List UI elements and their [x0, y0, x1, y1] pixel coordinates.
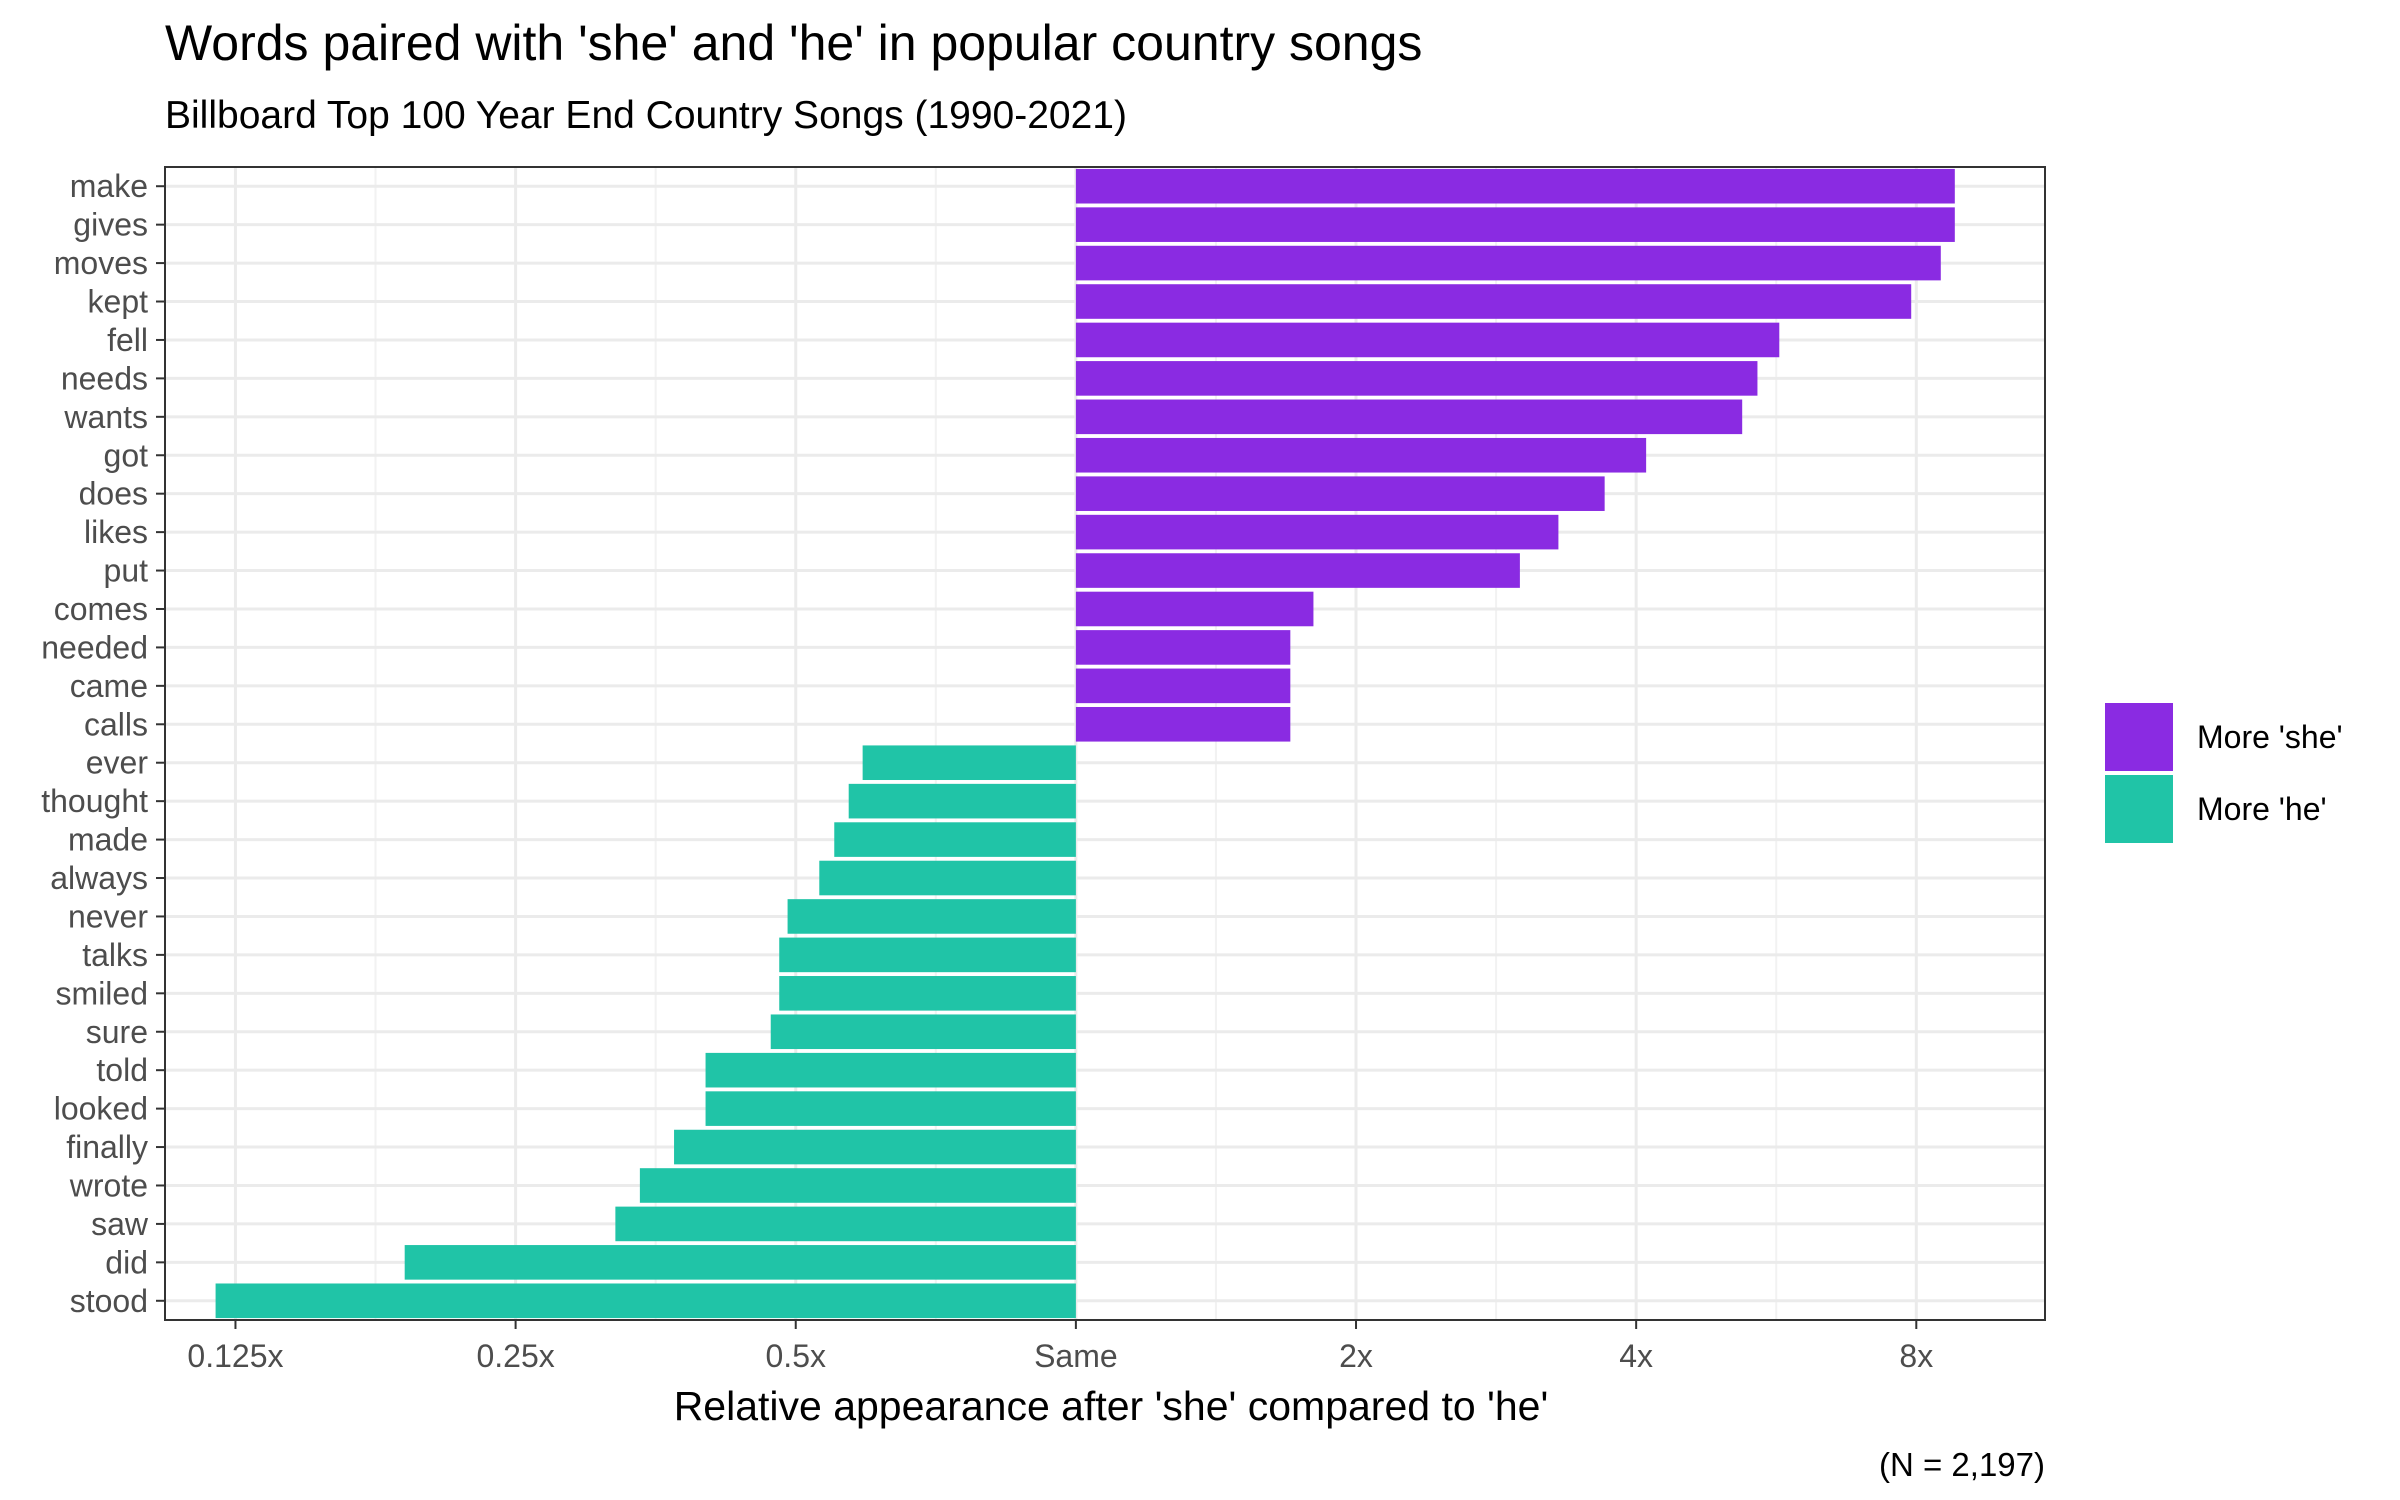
y-tick-label: never — [68, 898, 148, 934]
bar-stood — [215, 1283, 1076, 1319]
y-tick-label: likes — [84, 514, 148, 550]
y-tick-label: does — [79, 476, 148, 512]
bar-got — [1075, 437, 1647, 473]
y-tick-label: moves — [54, 245, 148, 281]
bar-did — [404, 1245, 1076, 1280]
y-tick-label: got — [104, 437, 149, 473]
y-tick-label: finally — [66, 1129, 148, 1165]
x-tick-label: 4x — [1619, 1338, 1653, 1374]
bar-put — [1075, 553, 1520, 588]
bar-kept — [1075, 284, 1912, 319]
bar-likes — [1075, 514, 1559, 550]
y-tick-label: fell — [107, 322, 148, 358]
grid-minor — [374, 167, 1778, 1320]
legend-key-he — [2105, 775, 2173, 843]
y-tick-label: told — [96, 1052, 148, 1088]
bar-make — [1075, 168, 1955, 204]
y-axis: makegivesmoveskeptfellneedswantsgotdoesl… — [41, 168, 165, 1319]
legend-label-she: More 'she' — [2197, 719, 2343, 755]
y-tick-label: sure — [86, 1014, 148, 1050]
chart-title: Words paired with 'she' and 'he' in popu… — [165, 15, 1422, 71]
bars — [215, 168, 1955, 1319]
bar-saw — [615, 1206, 1076, 1242]
y-tick-label: put — [104, 553, 149, 589]
y-tick-label: stood — [70, 1283, 148, 1319]
y-tick-label: ever — [86, 745, 149, 781]
y-tick-label: comes — [54, 591, 148, 627]
bar-needs — [1075, 361, 1758, 396]
y-tick-label: did — [105, 1244, 148, 1280]
x-axis-title: Relative appearance after 'she' compared… — [674, 1383, 1549, 1429]
x-tick-label: 0.25x — [476, 1338, 554, 1374]
bar-fell — [1075, 322, 1780, 358]
y-tick-label: made — [68, 822, 148, 858]
bar-told — [705, 1052, 1076, 1088]
x-tick-label: Same — [1034, 1338, 1118, 1374]
bar-comes — [1075, 591, 1314, 627]
bar-talks — [779, 937, 1076, 973]
bar-wants — [1075, 399, 1743, 435]
chart-caption: (N = 2,197) — [1879, 1446, 2045, 1483]
bar-ever — [862, 745, 1076, 781]
bar-sure — [770, 1014, 1076, 1050]
x-tick-label: 2x — [1339, 1338, 1373, 1374]
plot-border — [164, 166, 2046, 1321]
x-tick-label: 8x — [1899, 1338, 1933, 1374]
y-tick-label: calls — [84, 706, 148, 742]
y-tick-label: wrote — [69, 1167, 148, 1203]
bar-smiled — [779, 976, 1076, 1011]
y-tick-label: talks — [82, 937, 148, 973]
y-tick-label: smiled — [56, 975, 148, 1011]
y-tick-label: came — [70, 668, 148, 704]
y-tick-label: needed — [41, 629, 148, 665]
chart-subtitle: Billboard Top 100 Year End Country Songs… — [165, 94, 1127, 137]
bar-came — [1075, 668, 1291, 704]
y-tick-label: looked — [54, 1091, 148, 1127]
bar-does — [1075, 476, 1605, 511]
y-tick-label: thought — [41, 783, 148, 819]
x-tick-label: 0.5x — [766, 1338, 826, 1374]
legend: More 'she' More 'he' — [2105, 703, 2343, 843]
legend-label-he: More 'he' — [2197, 791, 2327, 827]
bar-wrote — [639, 1168, 1076, 1203]
plot-panel — [164, 166, 2046, 1321]
bar-needed — [1075, 630, 1291, 665]
bar-gives — [1075, 207, 1955, 242]
y-tick-label: gives — [73, 207, 148, 243]
x-axis: 0.125x 0.25x 0.5x Same 2x 4x 8x — [187, 1320, 1933, 1374]
bar-calls — [1075, 706, 1291, 742]
y-tick-label: wants — [63, 399, 148, 435]
bar-looked — [705, 1091, 1076, 1126]
y-tick-label: saw — [91, 1206, 149, 1242]
x-tick-label: 0.125x — [187, 1338, 283, 1374]
y-tick-label: make — [70, 168, 148, 204]
y-tick-label: needs — [61, 360, 148, 396]
y-tick-label: always — [50, 860, 148, 896]
bar-finally — [674, 1129, 1076, 1165]
bar-thought — [848, 783, 1076, 819]
bar-made — [834, 822, 1076, 857]
bar-never — [787, 899, 1076, 934]
bar-always — [819, 860, 1076, 896]
plot-background — [165, 167, 2045, 1320]
legend-key-she — [2105, 703, 2173, 771]
y-tick-label: kept — [88, 284, 149, 320]
bar-moves — [1075, 245, 1941, 281]
